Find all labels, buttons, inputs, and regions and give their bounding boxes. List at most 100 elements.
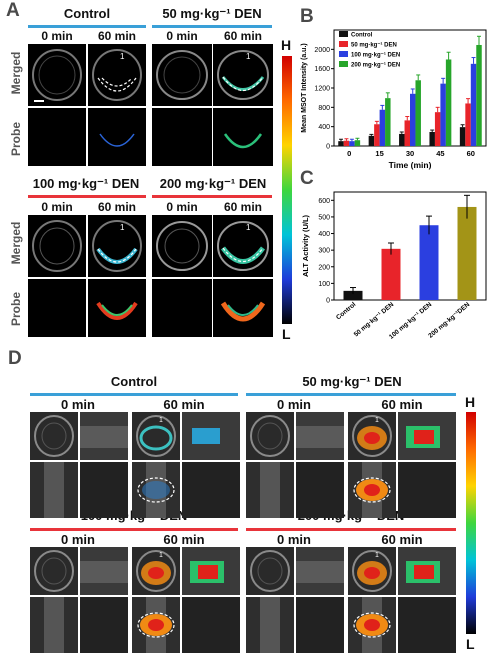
- image-tile-probe-60min: [88, 279, 146, 337]
- time-label: 60 min: [381, 532, 423, 547]
- colorbar-a: [282, 56, 292, 324]
- image-tile-coronal-0min: [30, 597, 78, 653]
- y-tick-label: 0: [326, 144, 330, 151]
- image-tile-sagittal-0min: [80, 547, 128, 595]
- y-tick-label: 400: [318, 231, 330, 238]
- image-tile-axial-60min: 1: [348, 547, 396, 595]
- chart-mean-msot-intensity: 0 400 800 1200 1600 2000 0 15 30 45 60 Time (min) Me…: [301, 29, 487, 170]
- bar: [343, 140, 350, 146]
- panel-letter-d: D: [8, 348, 22, 369]
- bar: [381, 248, 401, 300]
- image-tile-merged-0min: [152, 215, 212, 277]
- image-tile-blank: [398, 597, 456, 653]
- x-tick-label: 0: [347, 149, 351, 158]
- legend-swatch: [339, 31, 348, 37]
- image-tile-axial-60min: 1: [132, 547, 180, 595]
- row-label-probe: Probe: [9, 122, 23, 157]
- y-tick-label: 0: [326, 298, 330, 305]
- group-underline: [152, 195, 272, 198]
- time-label: 0 min: [61, 397, 95, 412]
- bar: [434, 112, 441, 146]
- panel-letter-c: C: [300, 168, 314, 189]
- roi-label: 1: [159, 552, 163, 559]
- y-tick-label: 100: [318, 281, 330, 288]
- legend-swatch: [339, 41, 348, 47]
- image-tile-axial-0min: [246, 412, 294, 460]
- group-label-control: Control: [110, 374, 158, 389]
- image-tile-axial-60min: 1: [132, 412, 180, 460]
- time-label: 0 min: [277, 397, 311, 412]
- image-tile-probe-60min: [213, 279, 273, 337]
- bar: [379, 109, 386, 146]
- image-tile-merged-60min: 1: [88, 215, 146, 277]
- bar: [399, 133, 405, 146]
- bar: [445, 59, 452, 146]
- y-tick-label: 1200: [314, 86, 330, 93]
- image-tile-axial-60min: 1: [348, 412, 396, 460]
- time-label: 0 min: [41, 200, 73, 214]
- time-label: 0 min: [166, 29, 198, 43]
- image-tile-blank: [182, 597, 240, 653]
- x-tick-label: 15: [375, 149, 383, 158]
- legend-swatch: [339, 61, 348, 67]
- y-axis-label: Mean MSOT Intensity (a.u.): [301, 43, 308, 132]
- colorbar-low-label: L: [466, 636, 475, 652]
- row-label-probe: Probe: [9, 292, 23, 327]
- image-tile-sagittal-0min: [80, 412, 128, 460]
- bar: [385, 98, 391, 146]
- time-label: 60 min: [163, 397, 205, 412]
- image-tile-probe-0min: [28, 108, 86, 166]
- legend-label: 50 mg·kg⁻¹ DEN: [351, 42, 397, 49]
- bar: [465, 103, 471, 146]
- group-underline: [28, 25, 146, 28]
- group-underline: [30, 393, 238, 396]
- roi-label: 1: [246, 223, 251, 232]
- group-underline: [28, 195, 146, 198]
- y-tick-label: 300: [318, 248, 330, 255]
- time-label: 60 min: [97, 200, 136, 214]
- y-tick-label: 600: [318, 198, 330, 205]
- image-tile-sagittal-60min: [182, 547, 240, 595]
- image-tile-probe-60min: [213, 108, 273, 166]
- y-tick-label: 200: [318, 264, 330, 271]
- image-tile-blank: [296, 462, 344, 518]
- time-label: 0 min: [61, 532, 95, 547]
- time-label: 0 min: [166, 200, 198, 214]
- bar: [470, 63, 477, 147]
- image-tile-sagittal-0min: [296, 547, 344, 595]
- image-tile-blank: [182, 462, 240, 518]
- roi-label: 1: [159, 417, 163, 424]
- image-tile-coronal-60min: [348, 462, 396, 518]
- colorbar-d: [466, 412, 476, 634]
- x-tick-label: 50 mg·kg⁻¹ DEN: [353, 301, 396, 338]
- image-tile-coronal-0min: [246, 597, 294, 653]
- group-label-control: Control: [63, 6, 111, 21]
- image-tile-sagittal-60min: [398, 547, 456, 595]
- image-tile-probe-0min: [152, 279, 212, 337]
- x-axis-label: Time (min): [389, 160, 432, 170]
- image-tile-merged-60min: 1: [213, 44, 273, 106]
- bar: [368, 135, 375, 146]
- image-tile-blank: [80, 462, 128, 518]
- bar: [410, 93, 416, 146]
- group-underline: [30, 528, 238, 531]
- image-tile-probe-0min: [152, 108, 212, 166]
- image-tile-merged-0min: [152, 44, 212, 106]
- image-tile-merged-0min: [28, 44, 86, 106]
- legend-label: 200 mg·kg⁻¹ DEN: [351, 62, 400, 69]
- image-tile-axial-0min: [246, 547, 294, 595]
- plot-frame: [333, 191, 487, 301]
- x-tick-label: 30: [406, 149, 414, 158]
- bar: [374, 124, 380, 146]
- panel-letter-b: B: [300, 6, 314, 27]
- y-tick-label: 400: [318, 124, 330, 131]
- colorbar-high-label: H: [465, 394, 476, 410]
- time-label: 60 min: [163, 532, 205, 547]
- row-label-merged: Merged: [9, 51, 23, 95]
- x-tick-label: 60: [467, 149, 475, 158]
- group-underline: [246, 528, 456, 531]
- roi-label: 1: [120, 223, 125, 232]
- bar: [440, 83, 446, 146]
- image-tile-blank: [80, 597, 128, 653]
- group-label-100: 100 mg·kg⁻¹ DEN: [32, 176, 140, 191]
